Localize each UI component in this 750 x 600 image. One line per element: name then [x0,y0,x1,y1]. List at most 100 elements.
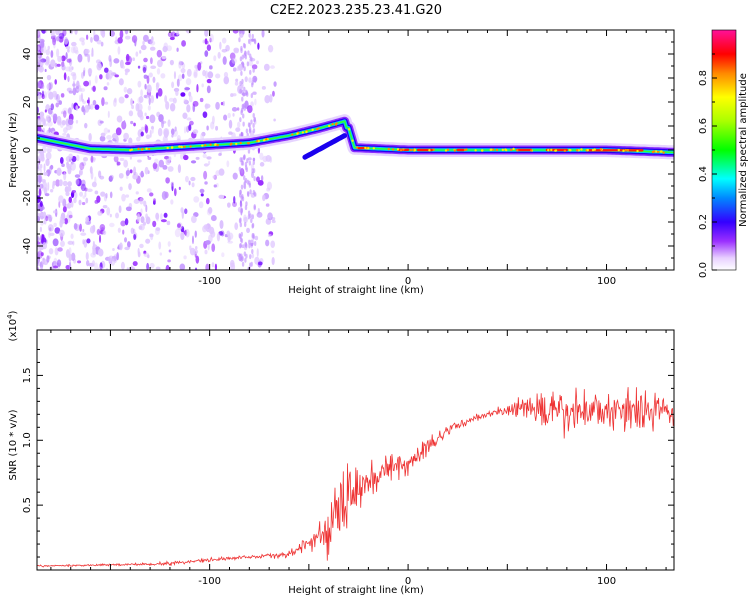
spectrogram-noise-blob [143,74,148,79]
spectrogram-noise-blob [210,230,216,238]
spectrogram-noise-blob [124,246,130,251]
spectrogram-noise-blob [174,228,181,238]
spectrogram-noise-blob [92,99,97,106]
snr-y-tick-labels: 0.5 1.0 1.5 [22,367,33,513]
spectrogram-noise-blob [118,78,124,86]
spectrogram-noise-blob [248,180,251,186]
spectrogram-noise-blob [251,223,254,229]
spectrogram-noise-blob [70,72,77,77]
spectrogram-noise-blob [138,95,144,104]
spectrogram-noise-blob [180,92,186,97]
spectrogram-noise-blob [152,76,156,83]
spectrogram-noise-blob [252,122,255,128]
spectrogram-noise-blob [149,46,156,51]
spectrogram-noise-blob [124,30,129,35]
spectrogram-noise-blob [109,222,115,228]
spectrogram-noise-blob [178,60,182,69]
spectrogram-noise-blob [174,126,177,132]
spectrogram-noise-blob [229,59,236,68]
spectrogram-noise-blob [190,160,197,164]
spectrogram-noise-blob [204,30,209,37]
spectrogram-noise-blob [232,67,237,72]
spectrogram-noise-blob [64,217,68,225]
spectrogram-noise-blob [165,101,170,110]
spectrogram-ridge-peak [516,149,519,152]
snr-ticks [37,330,674,570]
spectrogram-noise-blob [104,101,109,105]
spectrogram-noise-blob [58,200,61,208]
spectrogram-noise-blob [83,239,88,248]
spectrogram-noise-blob [248,77,252,83]
spectrogram-noise-blob [132,261,138,267]
spectrogram-noise-blob [250,101,254,107]
spectrogram-noise-blob [125,194,130,198]
spectrogram-noise-blob [37,234,40,244]
spectrogram-ridge-peak [137,147,140,151]
spectrogram-noise-blob [184,87,190,91]
spectrogram-noise-blob [149,129,152,138]
spectrogram-noise-blob [83,69,86,77]
spectrogram-noise-blob [265,239,270,247]
spectrogram-noise-blob [56,259,62,267]
colorbar: 0.0 0.2 0.4 0.6 0.8 Normalized spectral ampl… [698,29,749,278]
spectrogram-noise-blob [66,161,70,170]
spectrogram-noise-blob [47,45,50,51]
spectrogram-noise-blob [68,153,74,160]
spectrogram-noise-blob [167,241,171,247]
spectrogram-ridge-peak [530,149,533,152]
spectrogram-noise-blob [202,111,208,118]
spectrogram-noise-blob [45,158,50,167]
spectrogram-noise-blob [245,253,248,259]
spectrogram-noise-blob [100,30,103,36]
spectrogram-noise-blob [68,253,72,262]
spectrogram-noise-blob [242,42,246,48]
spectrogram-noise-blob [76,80,80,90]
spectrogram-noise-blob [60,93,65,98]
spectrogram-ridge-peak [291,133,294,136]
spectrogram-noise-blob [257,261,263,266]
spectrogram-noise-blob [246,158,249,164]
spectrogram-noise-blob [113,155,119,163]
spectrogram-noise-blob [191,182,195,188]
spectrogram-noise-blob [97,210,103,216]
spectrogram-noise-blob [150,233,154,241]
spectrogram-noise-blob [65,124,72,131]
spectrogram-noise-blob [52,113,58,122]
spectrogram-noise-blob [261,30,265,38]
spectrogram-noise-blob [99,224,106,231]
spectrogram-noise-blob [123,120,126,127]
spectrogram-noise-blob [80,232,87,236]
spectrogram-noise-blob [149,114,156,124]
spectrogram-noise-blob [168,156,172,161]
spectrogram-noise-blob [199,188,205,194]
snr-x-tick-label: -100 [198,576,221,587]
spectrogram-noise-blob [172,97,177,104]
spectrogram-ridge-peak [296,132,299,135]
spectrogram-noise-blob [244,205,248,211]
spectrogram-noise-blob [164,95,168,103]
spectrogram-noise-blob [215,73,221,79]
spectrogram-noise-blob [240,195,243,201]
spectrogram-ridge-peak [512,147,515,151]
spectrogram-noise-blob [94,75,98,84]
spectrogram-noise-blob [223,76,230,85]
spectrogram-y-axis-label: Frequency (Hz) [8,112,19,188]
spectrogram-noise-blob [106,82,110,86]
spectrogram-noise-blob [118,172,124,179]
spectrogram-noise-blob [79,87,86,93]
spectrogram-noise-blob [234,81,239,86]
spectrogram-noise-blob [128,183,132,191]
spectrogram-noise-blob [150,95,155,104]
spectrogram-noise-blob [62,180,68,187]
spectrogram-noise-blob [252,128,256,134]
spectrogram-noise-blob [55,179,61,187]
spectrogram-noise-blob [143,57,148,63]
spectrogram-noise-blob [271,220,276,224]
spectrogram-noise-blob [135,51,139,57]
spectrogram-noise-blob [147,105,151,111]
spectrogram-ridge-peak [660,150,663,153]
spectrogram-noise-blob [113,58,120,64]
spectrogram-ridge-peak [351,139,354,142]
spectrogram-noise-blob [125,206,132,212]
spectrogram-ridge-peak [622,149,625,153]
